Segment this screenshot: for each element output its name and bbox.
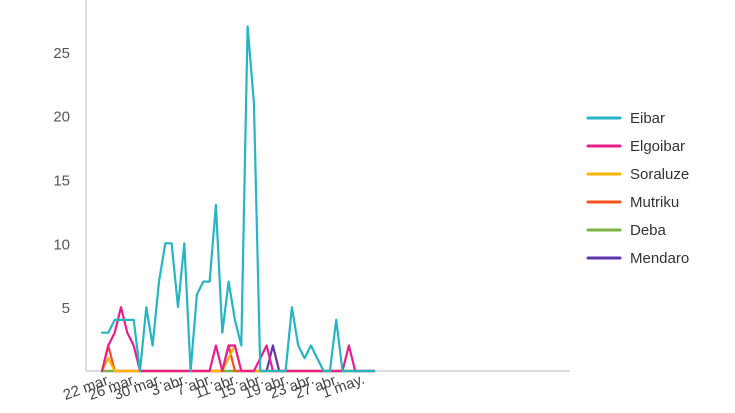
y-tick-label: 15 [53,173,70,190]
legend-label: Elgoibar [630,138,685,155]
series-lines [100,25,376,373]
y-axis-ticks: 51015202530 [53,45,70,317]
legend-item-mendaro[interactable]: Mendaro [586,250,689,267]
y-tick-label: 25 [53,45,70,62]
legend-item-elgoibar[interactable]: Elgoibar [586,138,685,155]
y-tick-label: 20 [53,109,70,126]
y-tick-label: 10 [53,236,70,253]
legend-label: Deba [630,222,667,239]
x-axis-ticks: 22 mar.26 mar.30 mar.3 abr.7 abr.11 abr.… [61,371,367,404]
legend-item-mutriku[interactable]: Mutriku [586,194,679,211]
legend-label: Mendaro [630,250,689,267]
legend-label: Soraluze [630,166,689,183]
legend-label: Mutriku [630,194,679,211]
series-line-eibar [100,25,376,373]
legend-item-eibar[interactable]: Eibar [586,110,665,127]
legend-item-soraluze[interactable]: Soraluze [586,166,689,183]
legend: Eibar Elgoibar Soraluze Mutriku Deba Mendaro [586,110,689,267]
y-tick-label: 5 [62,300,70,317]
legend-label: Eibar [630,110,665,127]
legend-item-deba[interactable]: Deba [586,222,667,239]
